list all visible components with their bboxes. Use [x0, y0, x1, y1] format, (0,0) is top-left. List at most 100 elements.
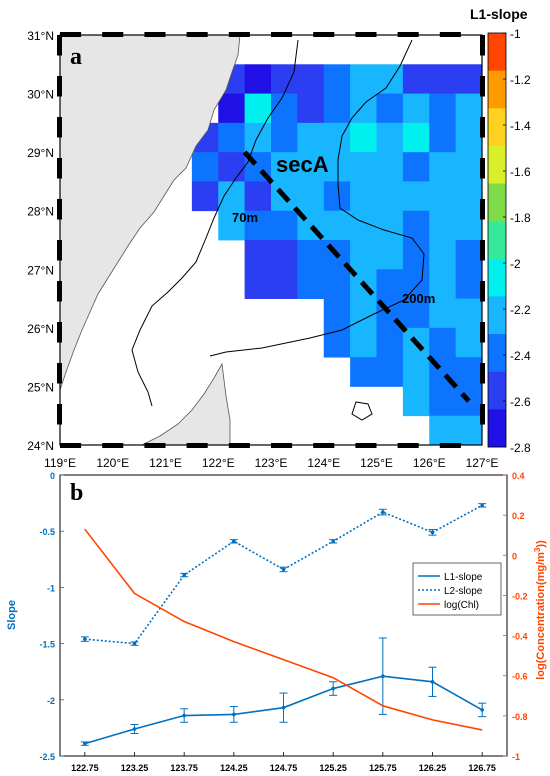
panel-b-label: b — [70, 480, 83, 506]
heatmap-cell — [455, 64, 482, 94]
heatmap-cell — [376, 152, 404, 182]
border-segment — [480, 363, 485, 384]
heatmap-cell — [455, 298, 482, 329]
latitude-tick-label: 27°N — [27, 263, 54, 277]
line-chart-panel: b 0 -0.5 -1 -1.5 -2 -2.5 0.4 0.2 0 -0.2 -0.4 -0.6 -… — [6, 471, 547, 773]
heatmap-cell — [271, 64, 298, 94]
data-point-l2-slope — [381, 510, 385, 514]
longitude-axis: 119°E 120°E 121°E 122°E 123°E 124°E 125°E 126°E… — [44, 456, 498, 470]
left-y-tick-label: -1.5 — [39, 640, 55, 650]
left-y-tick-label: 0 — [50, 471, 55, 481]
heatmap-cell — [429, 210, 457, 241]
right-y-axis-label-main: log(Concentration(mg/m — [535, 552, 547, 680]
heatmap-cell — [218, 122, 246, 153]
longitude-tick-label: 119°E — [44, 456, 76, 470]
heatmap-cell — [429, 93, 457, 124]
map-border-ticks — [57, 32, 485, 448]
right-y-tick-label: 0.4 — [512, 471, 525, 481]
data-point-l1-slope — [331, 686, 335, 691]
border-segment — [355, 32, 377, 37]
longitude-tick-label: 126°E — [413, 456, 446, 470]
isobath-loop — [351, 401, 373, 421]
heatmap-cell — [350, 122, 377, 153]
border-segment — [57, 158, 62, 179]
colorbar-tick-label: -1.6 — [510, 165, 531, 179]
x-tick-label: 126.25 — [419, 763, 447, 773]
latitude-tick-label: 29°N — [27, 146, 54, 160]
border-segment — [57, 240, 62, 261]
heatmap-cell — [323, 327, 351, 358]
x-tick-label: 123.25 — [121, 763, 149, 773]
panel-a-label: a — [70, 44, 82, 70]
map-panel: a secA 70m 200m 31°N 30°N 29°N 28°N 27°N 26°N… — [27, 6, 531, 470]
heatmap-cell — [350, 357, 377, 387]
heatmap-cell — [429, 64, 457, 94]
colorbar-tick-label: -2.8 — [510, 441, 531, 455]
left-y-tick-label: -2 — [47, 696, 55, 706]
colorbar-bin — [488, 221, 506, 260]
border-segment — [480, 322, 485, 343]
chart-series — [80, 503, 487, 746]
isobath-200m — [209, 39, 425, 357]
data-point-l1-slope — [132, 727, 137, 731]
x-tick-label: 125.75 — [369, 763, 397, 773]
data-point-l2-slope — [132, 641, 137, 646]
heatmap-cell — [429, 415, 457, 445]
data-point-l2-slope — [83, 637, 87, 641]
x-tick-label: 125.25 — [319, 763, 347, 773]
colorbar — [488, 33, 506, 448]
heatmap-cell — [323, 93, 351, 124]
section-line-secA — [242, 150, 471, 403]
border-segment — [480, 35, 485, 56]
colorbar-bin — [488, 183, 506, 222]
right-y-axis: 0.4 0.2 0 -0.2 -0.4 -0.6 -0.8 -1 — [503, 471, 528, 762]
colorbar-bin — [488, 409, 506, 448]
heatmap-cell — [271, 210, 298, 241]
heatmap-cell — [271, 269, 298, 299]
heatmap-cell — [402, 64, 430, 94]
heatmap-cell — [244, 240, 272, 270]
heatmap-cell — [455, 415, 482, 445]
heatmap-cells — [191, 64, 482, 445]
heatmap-cell — [297, 240, 325, 270]
heatmap-cell — [244, 64, 272, 94]
data-point-l1-slope — [281, 705, 286, 710]
border-segment — [313, 443, 335, 448]
colorbar-title: L1-slope — [470, 6, 528, 22]
border-segment — [480, 76, 485, 97]
colorbar-tick-label: -2.2 — [510, 303, 531, 317]
heatmap-cell — [271, 122, 298, 153]
heatmap-cell — [323, 210, 351, 241]
heatmap-cell — [350, 327, 377, 358]
x-axis: 122.75 123.25 123.75 124.25 124.75 125.25 125.… — [71, 752, 496, 773]
heatmap-cell — [271, 93, 298, 124]
x-tick-label: 123.75 — [170, 763, 198, 773]
heatmap-cell — [323, 64, 351, 94]
heatmap-cell — [455, 122, 482, 153]
heatmap-cell — [376, 122, 404, 153]
legend-label-l2: L2-slope — [444, 586, 483, 597]
heatmap-cell — [376, 357, 404, 387]
right-y-axis-label-sup: 3 — [533, 547, 542, 552]
heatmap-cell — [455, 327, 482, 358]
border-segment — [102, 32, 124, 37]
heatmap-cell — [297, 64, 325, 94]
border-segment — [228, 443, 250, 448]
heatmap-cell — [402, 152, 430, 182]
legend-label-chl: log(Chl) — [444, 600, 479, 611]
longitude-tick-label: 124°E — [307, 456, 340, 470]
heatmap-cell — [323, 181, 351, 212]
left-y-axis-label: Slope — [6, 600, 18, 630]
heatmap-cell — [297, 181, 325, 212]
right-y-tick-label: 0 — [512, 551, 517, 561]
x-tick-label: 126.75 — [468, 763, 496, 773]
heatmap-cell — [429, 122, 457, 153]
border-segment — [60, 32, 82, 37]
colorbar-bin — [488, 33, 506, 71]
right-y-axis-label: log(Concentration(mg/m3)) — [533, 540, 548, 680]
heatmap-cell — [350, 64, 377, 94]
heatmap-cell — [218, 152, 246, 182]
border-segment — [271, 443, 293, 448]
left-y-tick-label: -0.5 — [39, 527, 55, 537]
longitude-tick-label: 127°E — [466, 456, 499, 470]
